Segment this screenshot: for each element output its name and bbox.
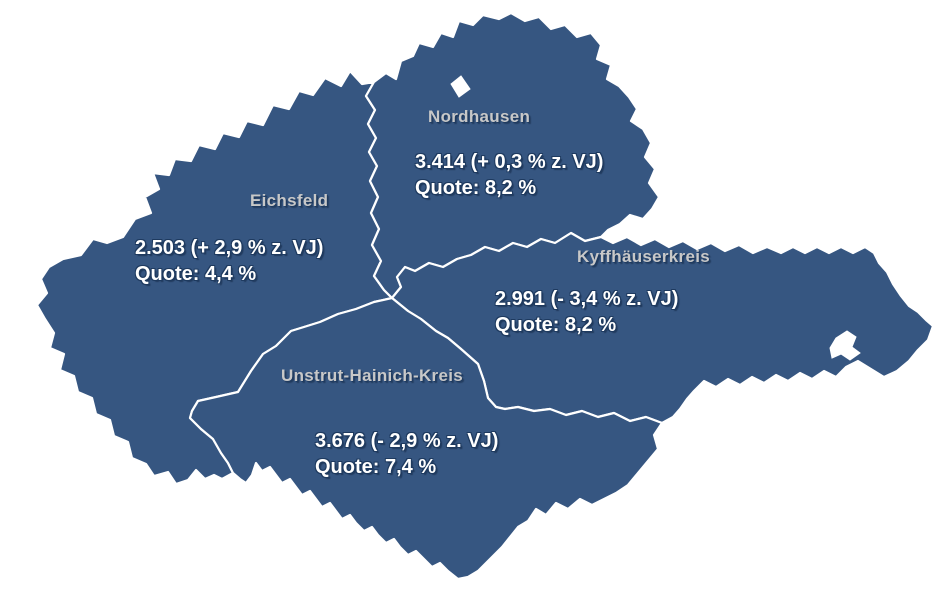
district-stats-unstrut-hainich-kreis: 3.676 (- 2,9 % z. VJ) Quote: 7,4 %	[315, 428, 498, 480]
district-label-eichsfeld: Eichsfeld	[250, 191, 329, 210]
map-enclave-hole	[829, 330, 861, 361]
district-shape-kyffhaeuserkreis[interactable]	[390, 231, 935, 425]
district-label-nordhausen: Nordhausen	[428, 107, 531, 126]
quote-line-eichsfeld: Quote: 4,4 %	[135, 263, 257, 285]
quote-line-unstrut-hainich-kreis: Quote: 7,4 %	[315, 456, 437, 478]
quote-line-kyffhaeuserkreis: Quote: 8,2 %	[495, 314, 617, 336]
district-label-unstrut-hainich-kreis: Unstrut-Hainich-Kreis	[281, 366, 463, 385]
unemployed-line-unstrut-hainich-kreis: 3.676 (- 2,9 % z. VJ)	[315, 430, 499, 452]
quote-line-nordhausen: Quote: 8,2 %	[415, 177, 537, 199]
district-stats-kyffhaeuserkreis: 2.991 (- 3,4 % z. VJ) Quote: 8,2 %	[495, 286, 678, 338]
unemployed-line-kyffhaeuserkreis: 2.991 (- 3,4 % z. VJ)	[495, 288, 679, 310]
district-label-kyffhaeuserkreis: Kyffhäuserkreis	[577, 247, 711, 266]
district-shape-nordhausen[interactable]	[364, 11, 661, 300]
district-stats-eichsfeld: 2.503 (+ 2,9 % z. VJ) Quote: 4,4 %	[135, 235, 323, 287]
map-notch-hole	[450, 75, 471, 98]
unemployed-line-nordhausen: 3.414 (+ 0,3 % z. VJ)	[415, 151, 604, 173]
district-stats-nordhausen: 3.414 (+ 0,3 % z. VJ) Quote: 8,2 %	[415, 149, 603, 201]
unemployed-line-eichsfeld: 2.503 (+ 2,9 % z. VJ)	[135, 237, 324, 259]
district-shape-unstrut-hainich-kreis[interactable]	[188, 296, 664, 581]
